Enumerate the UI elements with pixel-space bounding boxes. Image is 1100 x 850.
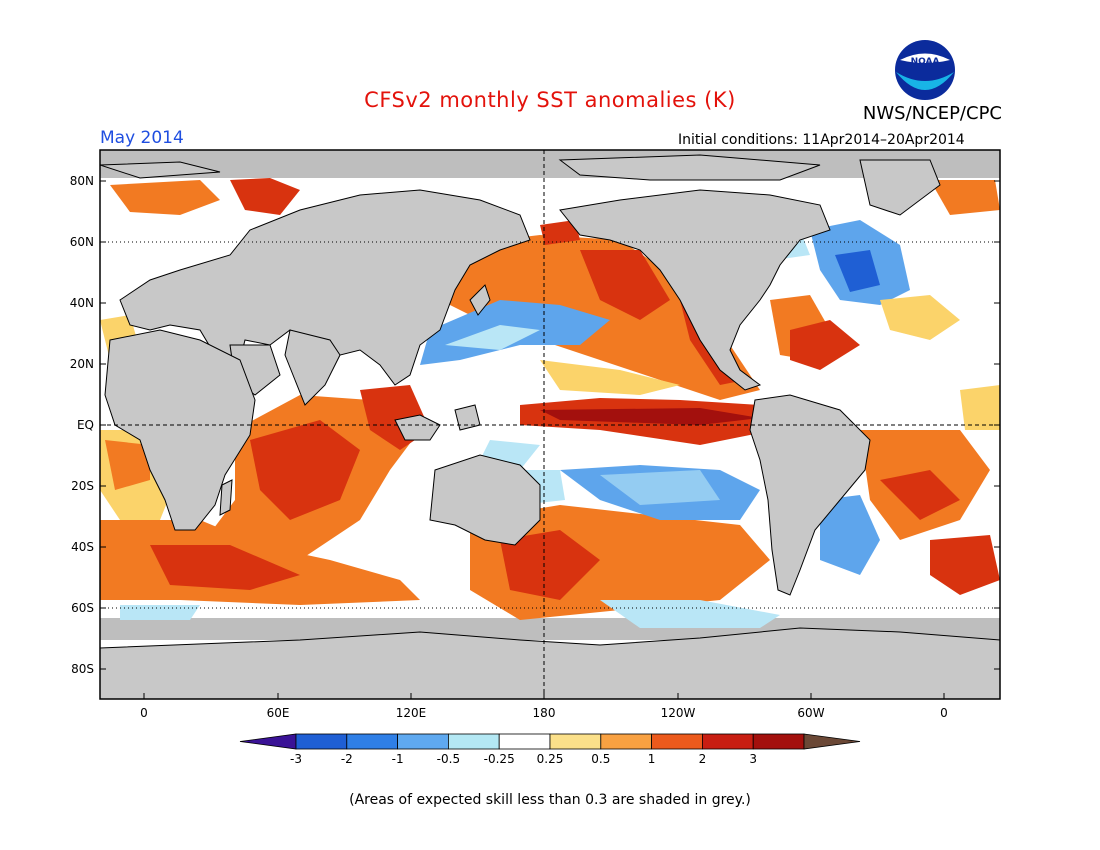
lat-label-60s: 60S <box>71 601 94 615</box>
lon-label-180: 180 <box>532 706 556 720</box>
colorbar-tick-label: 0.25 <box>536 752 564 766</box>
colorbar-tick-label: -3 <box>290 752 302 766</box>
lat-label-40s: 40S <box>71 540 94 554</box>
lon-label-120w: 120W <box>660 706 696 720</box>
lon-label-60e: 60E <box>266 706 290 720</box>
colorbar-tick-label: -2 <box>340 752 353 766</box>
lat-label-20n: 20N <box>69 357 94 371</box>
skill-footnote: (Areas of expected skill less than 0.3 a… <box>349 792 751 808</box>
lon-label-0: 0 <box>140 706 148 720</box>
land-masses <box>100 154 1000 699</box>
valid-month-label: May 2014 <box>100 128 184 148</box>
lat-label-80n: 80N <box>69 174 94 188</box>
colorbar-tick-label: 2 <box>698 752 707 766</box>
colorbar-tick-label: 1 <box>647 752 656 766</box>
lon-label-120e: 120E <box>395 706 427 720</box>
colorbar-tick-label: -1 <box>391 752 404 766</box>
lon-label-0-east: 0 <box>940 706 948 720</box>
colorbar-tick-label: -0.5 <box>436 752 461 766</box>
colorbar-tick-label: 0.5 <box>591 752 611 766</box>
initial-conditions-label: Initial conditions: 11Apr2014–20Apr2014 <box>678 132 965 148</box>
organization-label: NWS/NCEP/CPC <box>862 103 1002 124</box>
lon-label-60w: 60W <box>797 706 825 720</box>
lat-label-eq: EQ <box>76 418 94 432</box>
lat-label-80s: 80S <box>71 662 94 676</box>
colorbar-tick-label: 3 <box>749 752 757 766</box>
anomaly-fields <box>100 178 1000 628</box>
map-grid <box>100 150 1000 699</box>
lat-label-60n: 60N <box>69 235 94 249</box>
lat-label-20s: 20S <box>71 479 94 493</box>
axis-ticks <box>100 180 1000 699</box>
low-skill-arctic <box>100 150 1000 178</box>
colorbar-tick-label: -0.25 <box>483 752 515 766</box>
chart-title: CFSv2 monthly SST anomalies (K) <box>364 88 736 112</box>
lat-label-40n: 40N <box>69 296 94 310</box>
